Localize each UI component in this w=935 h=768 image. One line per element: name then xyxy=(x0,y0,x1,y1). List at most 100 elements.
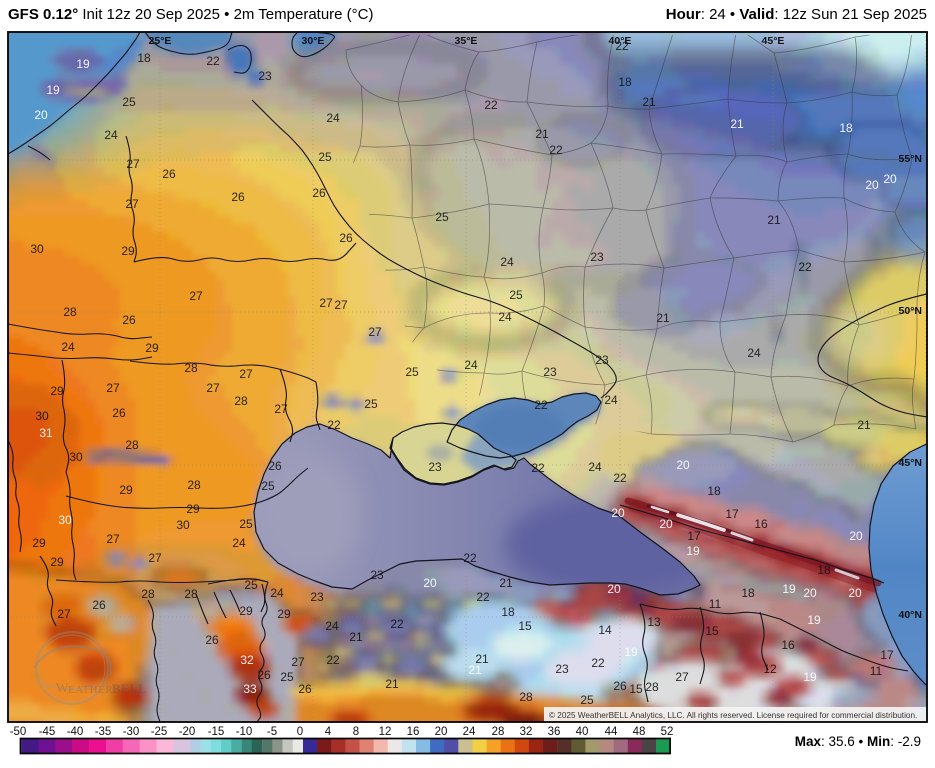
svg-text:-15: -15 xyxy=(208,726,225,738)
svg-text:24: 24 xyxy=(747,346,761,360)
svg-text:25: 25 xyxy=(318,150,332,164)
svg-text:22: 22 xyxy=(463,551,477,565)
svg-text:20: 20 xyxy=(849,529,863,543)
svg-text:27: 27 xyxy=(148,551,162,565)
svg-text:26: 26 xyxy=(112,406,126,420)
svg-text:22: 22 xyxy=(534,398,548,412)
svg-text:33: 33 xyxy=(243,682,257,696)
svg-text:26: 26 xyxy=(162,167,176,181)
svg-text:-40: -40 xyxy=(67,726,84,738)
svg-text:27: 27 xyxy=(206,381,220,395)
svg-text:27: 27 xyxy=(334,298,348,312)
svg-text:44: 44 xyxy=(605,726,618,738)
svg-text:21: 21 xyxy=(535,127,549,141)
svg-text:22: 22 xyxy=(798,260,812,274)
svg-text:25: 25 xyxy=(244,578,258,592)
svg-text:15: 15 xyxy=(705,624,719,638)
svg-text:EATHER: EATHER xyxy=(68,684,113,696)
svg-text:22: 22 xyxy=(615,39,629,53)
svg-text:25: 25 xyxy=(435,210,449,224)
svg-text:24: 24 xyxy=(104,128,118,142)
svg-text:25: 25 xyxy=(261,479,275,493)
svg-text:23: 23 xyxy=(370,568,384,582)
svg-text:21: 21 xyxy=(656,311,670,325)
svg-text:32: 32 xyxy=(520,726,533,738)
svg-text:30°E: 30°E xyxy=(302,35,325,47)
svg-text:35°E: 35°E xyxy=(455,35,478,47)
svg-text:21: 21 xyxy=(499,576,513,590)
svg-text:22: 22 xyxy=(613,471,627,485)
svg-text:19: 19 xyxy=(686,544,700,558)
svg-text:24: 24 xyxy=(61,340,75,354)
svg-text:26: 26 xyxy=(268,459,282,473)
svg-text:28: 28 xyxy=(492,726,505,738)
svg-text:40°N: 40°N xyxy=(899,609,922,621)
svg-text:21: 21 xyxy=(730,117,744,131)
svg-text:23: 23 xyxy=(543,365,557,379)
svg-text:27: 27 xyxy=(368,325,382,339)
svg-text:25: 25 xyxy=(405,365,419,379)
svg-text:20: 20 xyxy=(865,178,879,192)
svg-text:27: 27 xyxy=(675,670,689,684)
svg-text:17: 17 xyxy=(687,529,701,543)
svg-text:12: 12 xyxy=(763,662,777,676)
svg-text:21: 21 xyxy=(642,95,656,109)
svg-text:25: 25 xyxy=(580,693,594,707)
svg-text:29: 29 xyxy=(239,604,253,618)
svg-text:48: 48 xyxy=(633,726,646,738)
svg-text:25: 25 xyxy=(509,288,523,302)
svg-text:22: 22 xyxy=(549,143,563,157)
svg-text:25: 25 xyxy=(364,397,378,411)
svg-text:31: 31 xyxy=(39,426,53,440)
svg-text:-30: -30 xyxy=(123,726,140,738)
svg-text:26: 26 xyxy=(122,313,136,327)
svg-text:18: 18 xyxy=(501,605,515,619)
svg-text:45°E: 45°E xyxy=(762,35,785,47)
svg-text:28: 28 xyxy=(63,305,77,319)
svg-text:22: 22 xyxy=(484,98,498,112)
svg-text:27: 27 xyxy=(125,197,139,211)
svg-text:18: 18 xyxy=(618,75,632,89)
svg-text:22: 22 xyxy=(531,461,545,475)
svg-text:23: 23 xyxy=(595,353,609,367)
svg-text:30: 30 xyxy=(35,409,49,423)
svg-text:28: 28 xyxy=(184,361,198,375)
svg-text:20: 20 xyxy=(435,726,448,738)
svg-text:27: 27 xyxy=(319,296,333,310)
svg-text:14: 14 xyxy=(598,623,612,637)
svg-text:25: 25 xyxy=(280,670,294,684)
svg-text:29: 29 xyxy=(186,502,200,516)
svg-text:15: 15 xyxy=(629,682,643,696)
svg-text:29: 29 xyxy=(119,483,133,497)
svg-text:25: 25 xyxy=(239,517,253,531)
svg-text:-10: -10 xyxy=(236,726,253,738)
svg-text:32: 32 xyxy=(240,653,254,667)
svg-text:8: 8 xyxy=(353,726,359,738)
svg-text:13: 13 xyxy=(647,615,661,629)
svg-text:16: 16 xyxy=(781,638,795,652)
svg-text:20: 20 xyxy=(659,517,673,531)
svg-text:29: 29 xyxy=(121,244,135,258)
svg-text:-25: -25 xyxy=(151,726,168,738)
svg-text:20: 20 xyxy=(803,586,817,600)
svg-text:20: 20 xyxy=(848,586,862,600)
svg-text:18: 18 xyxy=(741,586,755,600)
svg-text:18: 18 xyxy=(707,484,721,498)
svg-text:26: 26 xyxy=(312,186,326,200)
svg-text:27: 27 xyxy=(274,402,288,416)
svg-text:17: 17 xyxy=(880,648,894,662)
svg-text:23: 23 xyxy=(428,460,442,474)
svg-text:16: 16 xyxy=(754,517,768,531)
svg-text:25: 25 xyxy=(122,95,136,109)
svg-text:21: 21 xyxy=(857,418,871,432)
svg-text:11: 11 xyxy=(709,597,722,611)
svg-text:36: 36 xyxy=(548,726,561,738)
svg-text:4: 4 xyxy=(325,726,332,738)
svg-text:11: 11 xyxy=(870,664,883,678)
svg-text:26: 26 xyxy=(231,190,245,204)
svg-text:24: 24 xyxy=(464,358,478,372)
svg-text:BELL: BELL xyxy=(112,681,147,696)
svg-text:28: 28 xyxy=(187,478,201,492)
svg-text:26: 26 xyxy=(339,231,353,245)
svg-text:27: 27 xyxy=(106,381,120,395)
